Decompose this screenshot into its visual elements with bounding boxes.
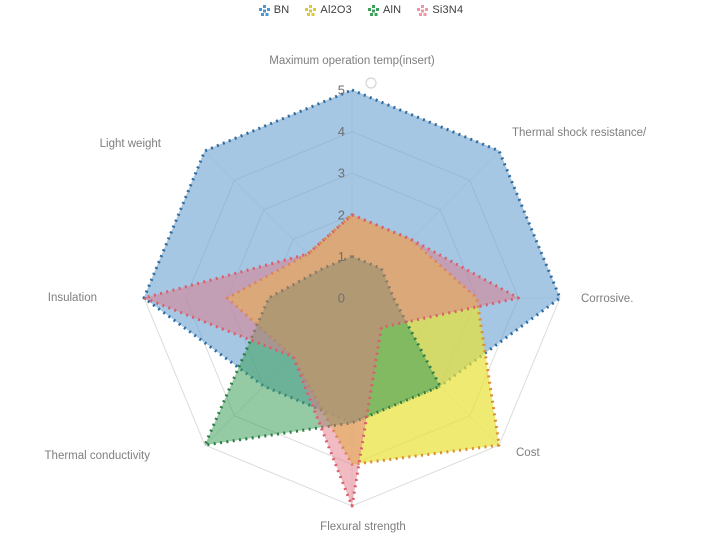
axis-label: Flexural strength [320,521,406,533]
series-marker-icon [417,4,429,16]
axis-label: Light weight [100,138,162,150]
tick-label: 3 [338,166,345,181]
legend-item-si3n4[interactable]: Si3N4 [417,4,463,16]
series-marker-icon [367,4,379,16]
tick-label: 0 [338,291,345,306]
legend-label: BN [273,4,290,16]
axis-label: Maximum operation temp(insert) [269,55,435,67]
tick-label: 1 [338,249,345,264]
tick-label: 5 [338,83,345,98]
legend-label: Si3N4 [432,4,464,16]
legend-item-aln[interactable]: AlN [367,4,402,16]
series-marker-icon [258,4,270,16]
axis-label: Insulation [48,292,97,304]
legend-label: AlN [382,4,402,16]
axis-label: Thermal conductivity [45,450,151,462]
legend-label: Al2O3 [320,4,352,16]
series-marker-icon [305,4,317,16]
axis-label: Cost [516,447,540,459]
tick-label: 2 [338,207,345,222]
legend-item-al2o3[interactable]: Al2O3 [305,4,352,16]
legend-item-bn[interactable]: BN [258,4,290,16]
point-marker [365,77,377,89]
tick-label: 4 [338,124,345,139]
series-polygon-si3n4 [142,213,520,508]
axis-label: Thermal shock resistance/ [512,127,647,139]
chart-legend: BN Al2O3 AlN Si3N4 [0,4,722,16]
axis-label: Corrosive. [581,293,633,305]
